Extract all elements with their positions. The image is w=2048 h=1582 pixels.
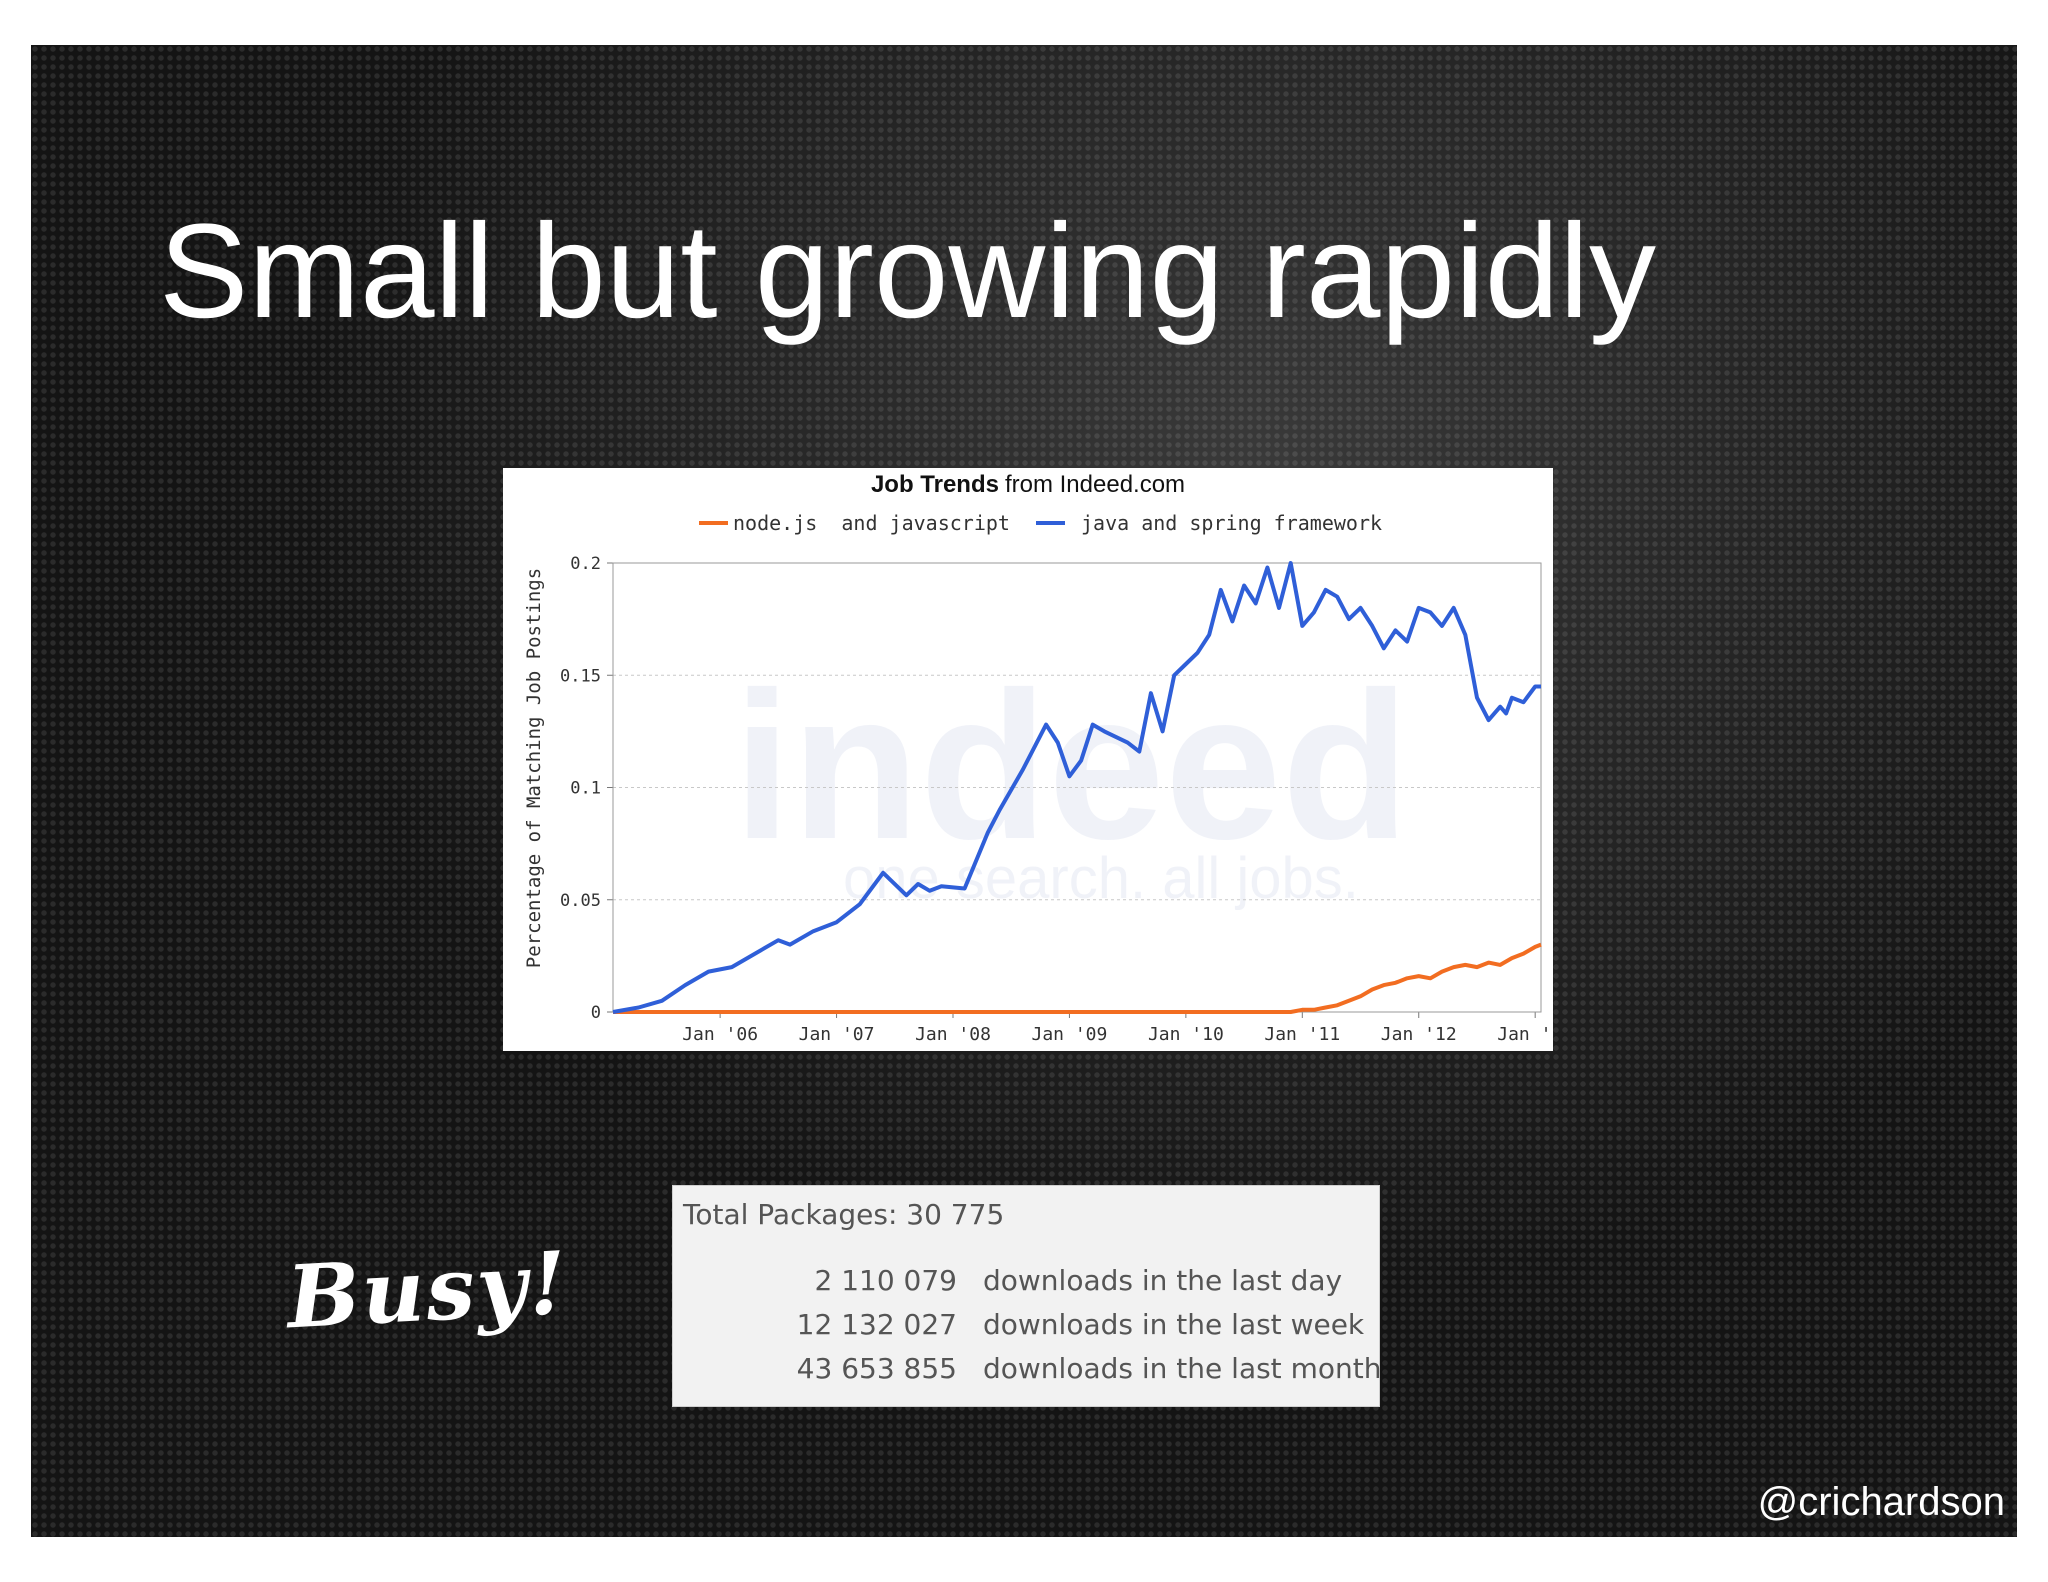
total-packages: Total Packages: 30 775 [683, 1198, 1004, 1231]
busy-note: Busy! [284, 1232, 571, 1349]
slide: Small but growing rapidly indeed one sea… [31, 45, 2017, 1537]
total-packages-value: 30 775 [906, 1198, 1005, 1231]
total-packages-label: Total Packages: [683, 1198, 898, 1231]
legend-label-java: java and spring framework [1081, 511, 1382, 535]
downloads-label: downloads in the last week [983, 1308, 1365, 1341]
x-tick-label: Jan '13 [1497, 1024, 1553, 1045]
y-tick-label: 0.2 [570, 554, 601, 574]
legend-label-nodejs: node.js and javascript [733, 511, 1010, 535]
y-tick-label: 0.15 [560, 666, 601, 686]
downloads-label: downloads in the last day [983, 1264, 1343, 1297]
y-tick-label: 0 [591, 1003, 601, 1023]
chart-canvas: indeed one search. all jobs. Job Trends f… [523, 471, 1553, 1045]
x-tick-label: Jan '07 [799, 1024, 875, 1045]
series [612, 561, 1542, 1014]
chart-title-bold: Job Trends [871, 471, 999, 498]
downloads-row: 12 132 027 downloads in the last week [673, 1308, 1379, 1348]
watermark-logo-text: indeed [733, 648, 1410, 883]
series-line-nodejs [613, 942, 1542, 1014]
x-tick-label: Jan '06 [682, 1024, 758, 1045]
x-tick-label: Jan '11 [1264, 1024, 1340, 1045]
downloads-value: 12 132 027 [796, 1308, 957, 1341]
y-tick-label: 0.1 [570, 779, 601, 799]
author-handle: @crichardson [1757, 1480, 2005, 1524]
downloads-value: 43 653 855 [796, 1352, 957, 1385]
series-line-java [612, 561, 1541, 1014]
chart-legend: node.js and javascript java and spring f… [699, 511, 1382, 535]
x-tick-label: Jan '08 [915, 1024, 991, 1045]
downloads-row: 43 653 855 downloads in the last month [673, 1352, 1382, 1392]
watermark: indeed one search. all jobs. [733, 648, 1410, 911]
downloads-label: downloads in the last month [983, 1352, 1382, 1385]
y-tick-label: 0.05 [560, 891, 601, 911]
package-stats: Total Packages: 30 775 2 110 079 downloa… [672, 1185, 1382, 1407]
downloads-value: 2 110 079 [814, 1264, 957, 1297]
slide-title: Small but growing rapidly [159, 197, 1657, 346]
y-ticks: 0 0.05 0.1 0.15 0.2 [560, 554, 613, 1023]
chart-title-rest: from Indeed.com [1005, 471, 1185, 498]
chart-title: Job Trends from Indeed.com [871, 471, 1185, 498]
x-tick-label: Jan '09 [1032, 1024, 1108, 1045]
x-tick-label: Jan '10 [1148, 1024, 1224, 1045]
downloads-row: 2 110 079 downloads in the last day [673, 1264, 1379, 1304]
job-trends-chart: indeed one search. all jobs. Job Trends f… [503, 468, 1553, 1051]
x-ticks: Jan '06 Jan '07 Jan '08 Jan '09 Jan '10 Jan '… [682, 1012, 1553, 1045]
y-axis-label: Percentage of Matching Job Postings [523, 568, 545, 968]
x-tick-label: Jan '12 [1381, 1024, 1457, 1045]
watermark-tagline: one search. all jobs. [843, 846, 1359, 911]
